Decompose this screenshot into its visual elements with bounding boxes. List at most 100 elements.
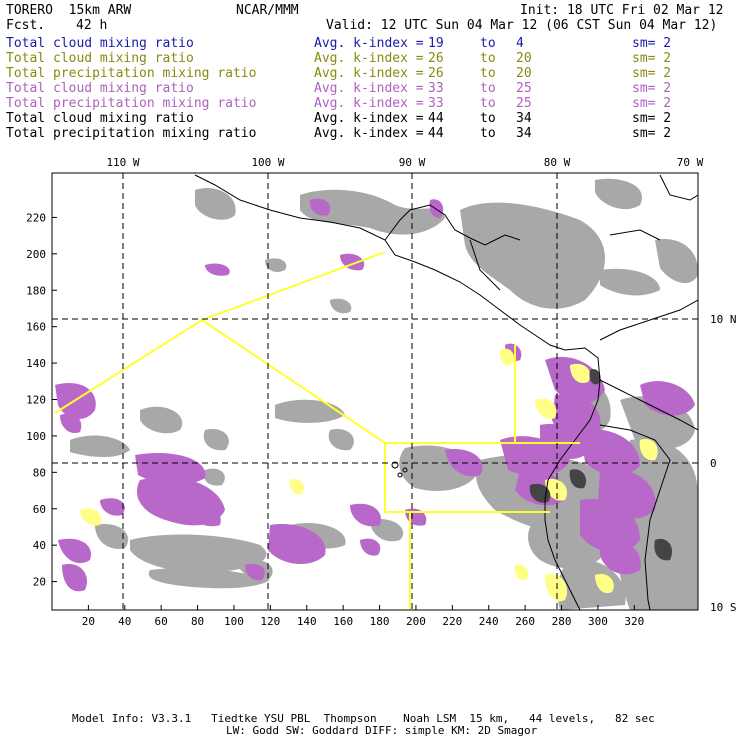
x-tick-label: 60 <box>155 615 168 628</box>
x-tick-label: 280 <box>552 615 572 628</box>
x-tick-label: 300 <box>588 615 608 628</box>
x-tick-label: 40 <box>118 615 131 628</box>
y-tick-label: 100 <box>26 430 46 443</box>
y-tick-label: 60 <box>33 503 46 516</box>
x-tick-label: 200 <box>406 615 426 628</box>
legend-to-word: to <box>480 81 496 96</box>
model-name: TORERO 15km ARW <box>6 3 132 18</box>
legend-field: Total cloud mixing ratio <box>6 81 194 96</box>
legend-to-word: to <box>480 96 496 111</box>
legend-row: Total cloud mixing ratio Avg. k-index = 33… <box>6 81 736 96</box>
legend-row: Total precipitation mixing ratio Avg. k-i… <box>6 66 736 81</box>
plot-frame <box>51 172 699 611</box>
precip-field-purple <box>55 198 695 592</box>
legend-row: Total cloud mixing ratio Avg. k-index = 44… <box>6 111 736 126</box>
legend-to-word: to <box>480 111 496 126</box>
x-tick-label: 100 <box>224 615 244 628</box>
x-tick-label: 240 <box>479 615 499 628</box>
legend-avg: Avg. k-index = <box>314 126 424 141</box>
legend-field: Total precipitation mixing ratio <box>6 126 257 141</box>
init-time: Init: 18 UTC Fri 02 Mar 12 <box>520 3 724 18</box>
legend-sm: sm= 2 <box>632 111 672 126</box>
x-tick-label: 80 <box>191 615 204 628</box>
x-tick-label: 220 <box>442 615 462 628</box>
x-tick-label: 160 <box>333 615 353 628</box>
footer-physics: LW: Godd SW: Goddard DIFF: simple KM: 2D… <box>226 724 538 737</box>
field-layer <box>52 173 698 610</box>
legend-avg: Avg. k-index = <box>314 36 424 51</box>
legend-to-word: to <box>480 126 496 141</box>
fcst-label: Fcst. <box>6 18 46 33</box>
y-tick-label: 140 <box>26 357 46 370</box>
legend-from: 44 <box>428 126 444 141</box>
precip-field-yellow <box>80 348 658 602</box>
legend-from: 26 <box>428 51 444 66</box>
legend-from: 33 <box>428 96 444 111</box>
legend-field: Total cloud mixing ratio <box>6 111 194 126</box>
lon-label: 80 W <box>544 156 571 169</box>
legend-sm: sm= 2 <box>632 96 672 111</box>
lon-label: 70 W <box>677 156 704 169</box>
x-tick-label: 180 <box>370 615 390 628</box>
lon-label: 90 W <box>399 156 426 169</box>
legend-sm: sm= 2 <box>632 66 672 81</box>
x-tick-label: 20 <box>82 615 95 628</box>
x-tick-label: 260 <box>515 615 535 628</box>
footer-model-info: Model Info: V3.3.1 Tiedtke YSU PBL Thomp… <box>72 712 655 725</box>
legend-from: 19 <box>428 36 444 51</box>
legend-to: 4 <box>516 36 524 51</box>
legend-to-word: to <box>480 66 496 81</box>
legend-from: 26 <box>428 66 444 81</box>
center-name: NCAR/MMM <box>236 3 299 18</box>
legend-to-word: to <box>480 51 496 66</box>
valid-time: Valid: 12 UTC Sun 04 Mar 12 (06 CST Sun … <box>326 18 718 33</box>
domain-outline <box>54 251 580 610</box>
legend-to: 25 <box>516 81 532 96</box>
legend-to: 20 <box>516 66 532 81</box>
legend-to: 20 <box>516 51 532 66</box>
legend-to: 25 <box>516 96 532 111</box>
y-tick-label: 180 <box>26 284 46 297</box>
legend-to: 34 <box>516 111 532 126</box>
y-tick-label: 200 <box>26 248 46 261</box>
legend-avg: Avg. k-index = <box>314 51 424 66</box>
lat-lon-grid <box>52 173 698 610</box>
legend-field: Total precipitation mixing ratio <box>6 96 257 111</box>
legend-avg: Avg. k-index = <box>314 96 424 111</box>
legend-avg: Avg. k-index = <box>314 66 424 81</box>
legend-to-word: to <box>480 36 496 51</box>
y-tick-label: 80 <box>33 466 46 479</box>
legend-field: Total cloud mixing ratio <box>6 51 194 66</box>
legend-to: 34 <box>516 126 532 141</box>
x-tick-label: 140 <box>297 615 317 628</box>
coastline <box>194 174 698 610</box>
legend-row: Total precipitation mixing ratio Avg. k-i… <box>6 126 736 141</box>
legend-row: Total cloud mixing ratio Avg. k-index = 26… <box>6 51 736 66</box>
y-tick-label: 20 <box>33 576 46 589</box>
x-tick-label: 320 <box>624 615 644 628</box>
axes: 20 40 60 80 100 120 140 160 180 200 220 20 40 60 80 100… <box>26 156 736 628</box>
y-tick-label: 40 <box>33 539 46 552</box>
legend-row: Total cloud mixing ratio Avg. k-index = 19… <box>6 36 736 51</box>
legend-from: 33 <box>428 81 444 96</box>
legend-avg: Avg. k-index = <box>314 111 424 126</box>
legend-field: Total cloud mixing ratio <box>6 36 194 51</box>
legend-sm: sm= 2 <box>632 81 672 96</box>
cloud-field-dark <box>529 369 673 561</box>
lat-label: 10 N <box>710 313 737 326</box>
legend-row: Total precipitation mixing ratio Avg. k-i… <box>6 96 736 111</box>
legend-sm: sm= 2 <box>632 36 672 51</box>
y-tick-label: 120 <box>26 394 46 407</box>
lat-label: 0 <box>710 457 717 470</box>
legend-from: 44 <box>428 111 444 126</box>
fcst-value: 42 h <box>76 18 108 33</box>
legend-field: Total precipitation mixing ratio <box>6 66 257 81</box>
lon-label: 100 W <box>251 156 284 169</box>
lon-label: 110 W <box>106 156 139 169</box>
legend-avg: Avg. k-index = <box>314 81 424 96</box>
x-tick-label: 120 <box>260 615 280 628</box>
y-tick-label: 160 <box>26 321 46 334</box>
legend-sm: sm= 2 <box>632 51 672 66</box>
legend-sm: sm= 2 <box>632 126 672 141</box>
lat-label: 10 S <box>710 601 737 614</box>
